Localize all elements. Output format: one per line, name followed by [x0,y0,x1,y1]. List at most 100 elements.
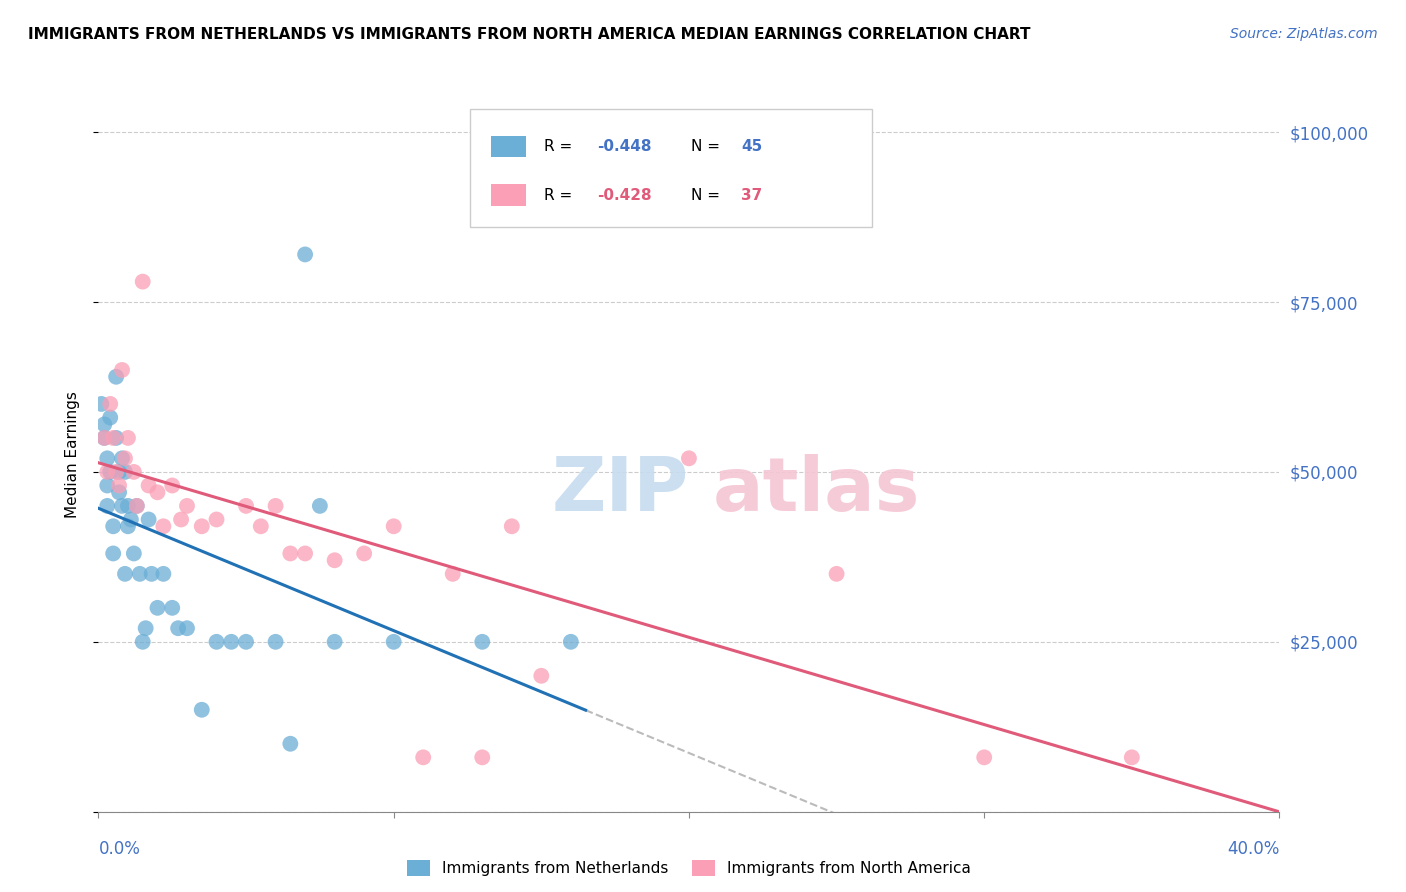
Point [825,566,848,581]
Point [103,519,125,533]
Legend: Immigrants from Netherlands, Immigrants from North America: Immigrants from Netherlands, Immigrants … [401,855,977,882]
Point [132,275,155,289]
Point [530,669,553,683]
Point [152,566,174,581]
Point [162,478,183,492]
Point [205,512,228,526]
FancyBboxPatch shape [491,136,526,157]
Text: ZIP: ZIP [551,454,689,527]
Point [108,485,131,500]
Text: N =: N = [692,187,725,202]
Point [309,499,332,513]
Point [98,397,121,411]
Point [96,465,118,479]
Point [146,600,169,615]
Point [294,546,316,560]
Point [138,478,160,492]
Point [471,750,494,764]
Y-axis label: Median Earnings: Median Earnings [65,392,80,518]
Text: N =: N = [692,139,725,154]
Point [108,478,131,492]
Point [96,451,118,466]
Point [122,546,145,560]
Point [125,499,148,513]
Point [93,417,115,432]
Point [264,499,287,513]
Point [278,546,302,560]
Point [382,519,405,533]
Text: IMMIGRANTS FROM NETHERLANDS VS IMMIGRANTS FROM NORTH AMERICA MEDIAN EARNINGS COR: IMMIGRANTS FROM NETHERLANDS VS IMMIGRANT… [28,27,1031,42]
Point [111,499,134,513]
Point [105,465,128,479]
Point [114,465,136,479]
Point [103,546,125,560]
Point [278,737,302,751]
Point [105,369,128,384]
Point [441,566,464,581]
Point [152,519,174,533]
Point [138,512,160,526]
Point [135,621,157,635]
Point [235,635,257,649]
Point [170,512,193,526]
Text: atlas: atlas [713,454,920,527]
Point [111,363,134,377]
Point [412,750,434,764]
FancyBboxPatch shape [491,185,526,206]
Point [235,499,257,513]
Text: Source: ZipAtlas.com: Source: ZipAtlas.com [1230,27,1378,41]
Point [103,431,125,445]
Point [96,478,118,492]
Point [146,485,169,500]
Point [117,499,139,513]
Text: 45: 45 [741,139,762,154]
Point [250,519,273,533]
Point [353,546,375,560]
Text: 37: 37 [741,187,762,202]
Text: -0.448: -0.448 [596,139,651,154]
Point [120,512,142,526]
Point [382,635,405,649]
Text: R =: R = [544,139,576,154]
Point [294,247,316,261]
Point [128,566,150,581]
Point [219,635,242,649]
Text: R =: R = [544,187,576,202]
Point [96,499,118,513]
Point [678,451,700,466]
Text: 0.0%: 0.0% [98,840,141,858]
Point [141,566,163,581]
Point [501,519,523,533]
Point [111,451,134,466]
FancyBboxPatch shape [471,109,872,227]
Point [264,635,287,649]
Point [132,635,155,649]
Point [117,431,139,445]
Point [117,519,139,533]
Point [93,431,115,445]
Text: -0.428: -0.428 [596,187,651,202]
Point [191,519,214,533]
Point [105,431,128,445]
Point [1121,750,1143,764]
Point [93,431,115,445]
Text: 40.0%: 40.0% [1227,840,1279,858]
Point [973,750,995,764]
Point [205,635,228,649]
Point [98,410,121,425]
Point [122,465,145,479]
Point [114,566,136,581]
Point [125,499,148,513]
Point [167,621,190,635]
Point [176,499,198,513]
Point [191,703,214,717]
Point [114,451,136,466]
Point [162,600,183,615]
Point [323,553,346,567]
Point [90,397,112,411]
Point [560,635,582,649]
Point [98,465,121,479]
Point [471,635,494,649]
Point [323,635,346,649]
Point [108,465,131,479]
